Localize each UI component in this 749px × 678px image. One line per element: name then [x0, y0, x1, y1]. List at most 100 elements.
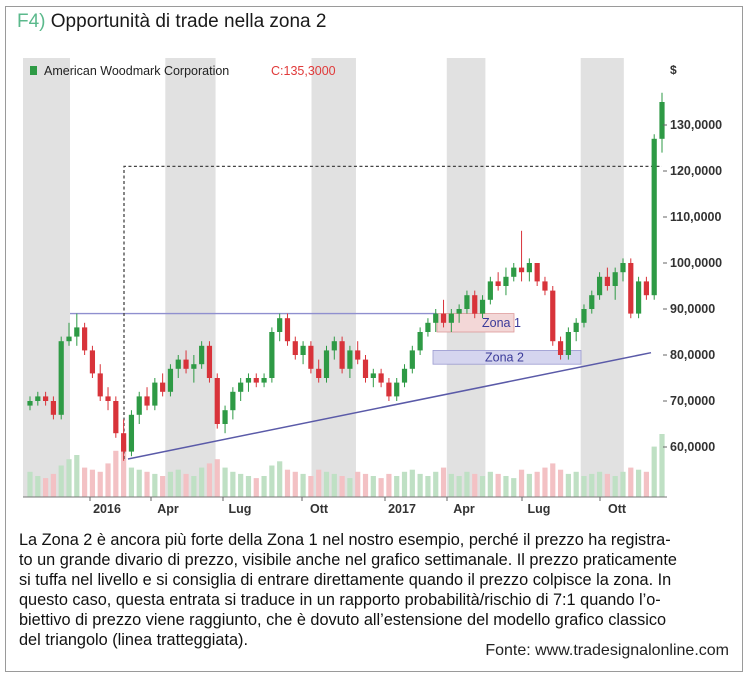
- volume-bar: [433, 471, 439, 497]
- volume-bar: [308, 476, 314, 497]
- volume-bar: [557, 469, 564, 497]
- candle-body: [370, 373, 376, 378]
- volume-bar: [136, 469, 142, 497]
- candle-body: [534, 263, 540, 282]
- candle-body: [557, 341, 564, 355]
- volume-bar: [417, 473, 423, 497]
- candle-body: [74, 327, 80, 337]
- volume-bar: [331, 473, 337, 497]
- x-tick-label: Lug: [229, 502, 252, 516]
- y-tick-label: 110,0000: [670, 210, 721, 224]
- candle-body: [292, 341, 298, 355]
- volume-bar: [409, 469, 415, 497]
- volume-bar: [35, 476, 41, 497]
- volume-bar: [573, 471, 579, 497]
- y-unit-label: $: [670, 63, 677, 77]
- candle-body: [573, 322, 579, 332]
- shade-band: [446, 58, 486, 497]
- volume-bar: [245, 476, 252, 497]
- trend-line: [127, 351, 652, 460]
- x-tick-label: Lug: [528, 502, 551, 516]
- volume-bar: [222, 467, 228, 497]
- candle-body: [105, 396, 111, 401]
- caption-line: to un grande divario di prezzo, visibile…: [19, 551, 677, 569]
- candle-body: [596, 276, 603, 296]
- candle-body: [128, 414, 135, 452]
- candle-body: [518, 267, 525, 273]
- candle-body: [456, 309, 462, 314]
- volume-bar: [238, 473, 244, 497]
- volume-bar: [448, 473, 454, 497]
- volume-bar: [58, 465, 64, 497]
- candle-body: [245, 378, 252, 383]
- candle-body: [386, 382, 392, 397]
- candle-body: [269, 332, 275, 378]
- candle-body: [526, 263, 532, 273]
- volume-bar: [66, 459, 72, 497]
- x-tick-label: 2016: [93, 502, 121, 516]
- volume-bar: [472, 473, 478, 497]
- candle-body: [300, 345, 306, 355]
- candle-body: [401, 368, 408, 383]
- volume-bar: [464, 471, 470, 497]
- candle-body: [409, 350, 415, 369]
- volume-bar: [659, 434, 665, 497]
- candle-body: [284, 318, 291, 342]
- candle-body: [97, 373, 103, 397]
- volume-bar: [565, 473, 571, 497]
- volume-bar: [635, 469, 642, 497]
- candlesticks: [27, 92, 665, 461]
- caption-line: La Zona 2 è ancora più forte della Zona …: [19, 531, 671, 549]
- candle-body: [43, 396, 49, 401]
- zone-2-box: [432, 349, 582, 365]
- candle-body: [339, 341, 345, 369]
- volume-bar: [643, 471, 649, 497]
- candle-body: [160, 382, 166, 392]
- volume-bar: [378, 478, 384, 497]
- y-tick-label: 130,0000: [670, 118, 722, 132]
- y-tick-label: 70,0000: [670, 394, 715, 408]
- candle-body: [425, 322, 431, 332]
- candle-body: [347, 350, 353, 369]
- y-axis: 60,0000 70,0000 80,0000 90,0000 100,0000 110,…: [663, 118, 722, 454]
- volume-bar: [401, 471, 408, 497]
- candle-body: [89, 350, 96, 374]
- candle-body: [355, 350, 361, 360]
- candle-body: [378, 373, 384, 383]
- volume-bar: [292, 471, 298, 497]
- candle-body: [35, 396, 41, 401]
- candle-body: [472, 295, 478, 314]
- volume-bar: [362, 473, 369, 497]
- figure-label: F4): [17, 11, 46, 32]
- candle-body: [261, 378, 267, 383]
- volume-bar: [503, 476, 509, 497]
- volume-bar: [269, 465, 275, 497]
- candle-body: [277, 318, 283, 332]
- volume-bar: [339, 476, 345, 497]
- volume-bar: [534, 471, 540, 497]
- candle-body: [331, 341, 337, 351]
- candle-body: [238, 382, 244, 392]
- volume-bar: [97, 471, 103, 497]
- volume-bar: [487, 471, 493, 497]
- candle-body: [82, 327, 88, 351]
- volume-bar: [277, 461, 283, 497]
- legend-candle-icon: [30, 66, 37, 75]
- volume-bar: [355, 471, 361, 497]
- volume-bar: [479, 476, 486, 497]
- candle-body: [230, 391, 236, 411]
- candle-body: [253, 378, 259, 383]
- volume-bar: [183, 473, 189, 497]
- volume-bar: [199, 467, 205, 497]
- chart-annotations: Zona 1 Zona 2: [70, 165, 662, 460]
- volume-bar: [589, 473, 595, 497]
- candle-body: [323, 350, 330, 378]
- candle-body: [635, 281, 642, 314]
- candle-body: [604, 276, 610, 286]
- y-tick-label: 120,0000: [670, 164, 722, 178]
- candle-body: [651, 138, 657, 296]
- volume-bar: [105, 463, 111, 497]
- candle-body: [316, 368, 322, 378]
- candle-body: [27, 401, 33, 406]
- x-tick-label: Ott: [310, 502, 329, 516]
